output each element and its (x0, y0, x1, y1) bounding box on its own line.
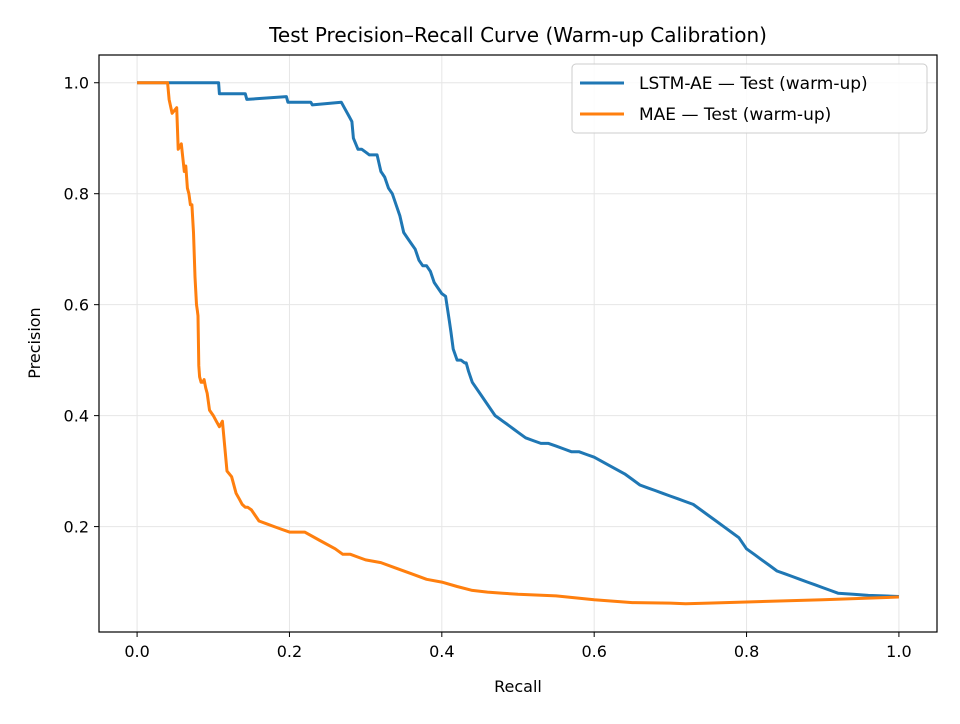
x-axis-label: Recall (494, 677, 542, 696)
x-tick-label: 1.0 (886, 642, 911, 661)
plot-frame (98, 54, 938, 633)
series-line-1 (137, 81, 899, 606)
axis-ticks: 0.0 0.2 0.4 0.6 0.8 1.0 0.2 0.4 0.6 0.8 1.0 (64, 74, 912, 661)
series-line-0 (137, 81, 899, 598)
y-tick-label: 1.0 (64, 74, 89, 93)
legend-label-0: LSTM-AE — Test (warm-up) (639, 74, 868, 94)
x-tick-label: 0.6 (581, 642, 606, 661)
x-tick-label: 0.0 (124, 642, 149, 661)
x-tick-label: 0.2 (277, 642, 302, 661)
y-tick-label: 0.4 (64, 407, 89, 426)
y-tick-label: 0.2 (64, 518, 89, 537)
legend-box (571, 63, 928, 134)
x-tick-label: 0.8 (734, 642, 759, 661)
chart-title: Test Precision–Recall Curve (Warm-up Cal… (268, 23, 767, 47)
x-tick-label: 0.4 (429, 642, 454, 661)
y-tick-label: 0.6 (64, 296, 89, 315)
series-lines (137, 81, 899, 606)
legend-label-1: MAE — Test (warm-up) (639, 105, 831, 125)
legend: LSTM-AE — Test (warm-up) MAE — Test (warm… (571, 63, 928, 134)
y-axis-label: Precision (25, 307, 44, 378)
y-tick-label: 0.8 (64, 185, 89, 204)
